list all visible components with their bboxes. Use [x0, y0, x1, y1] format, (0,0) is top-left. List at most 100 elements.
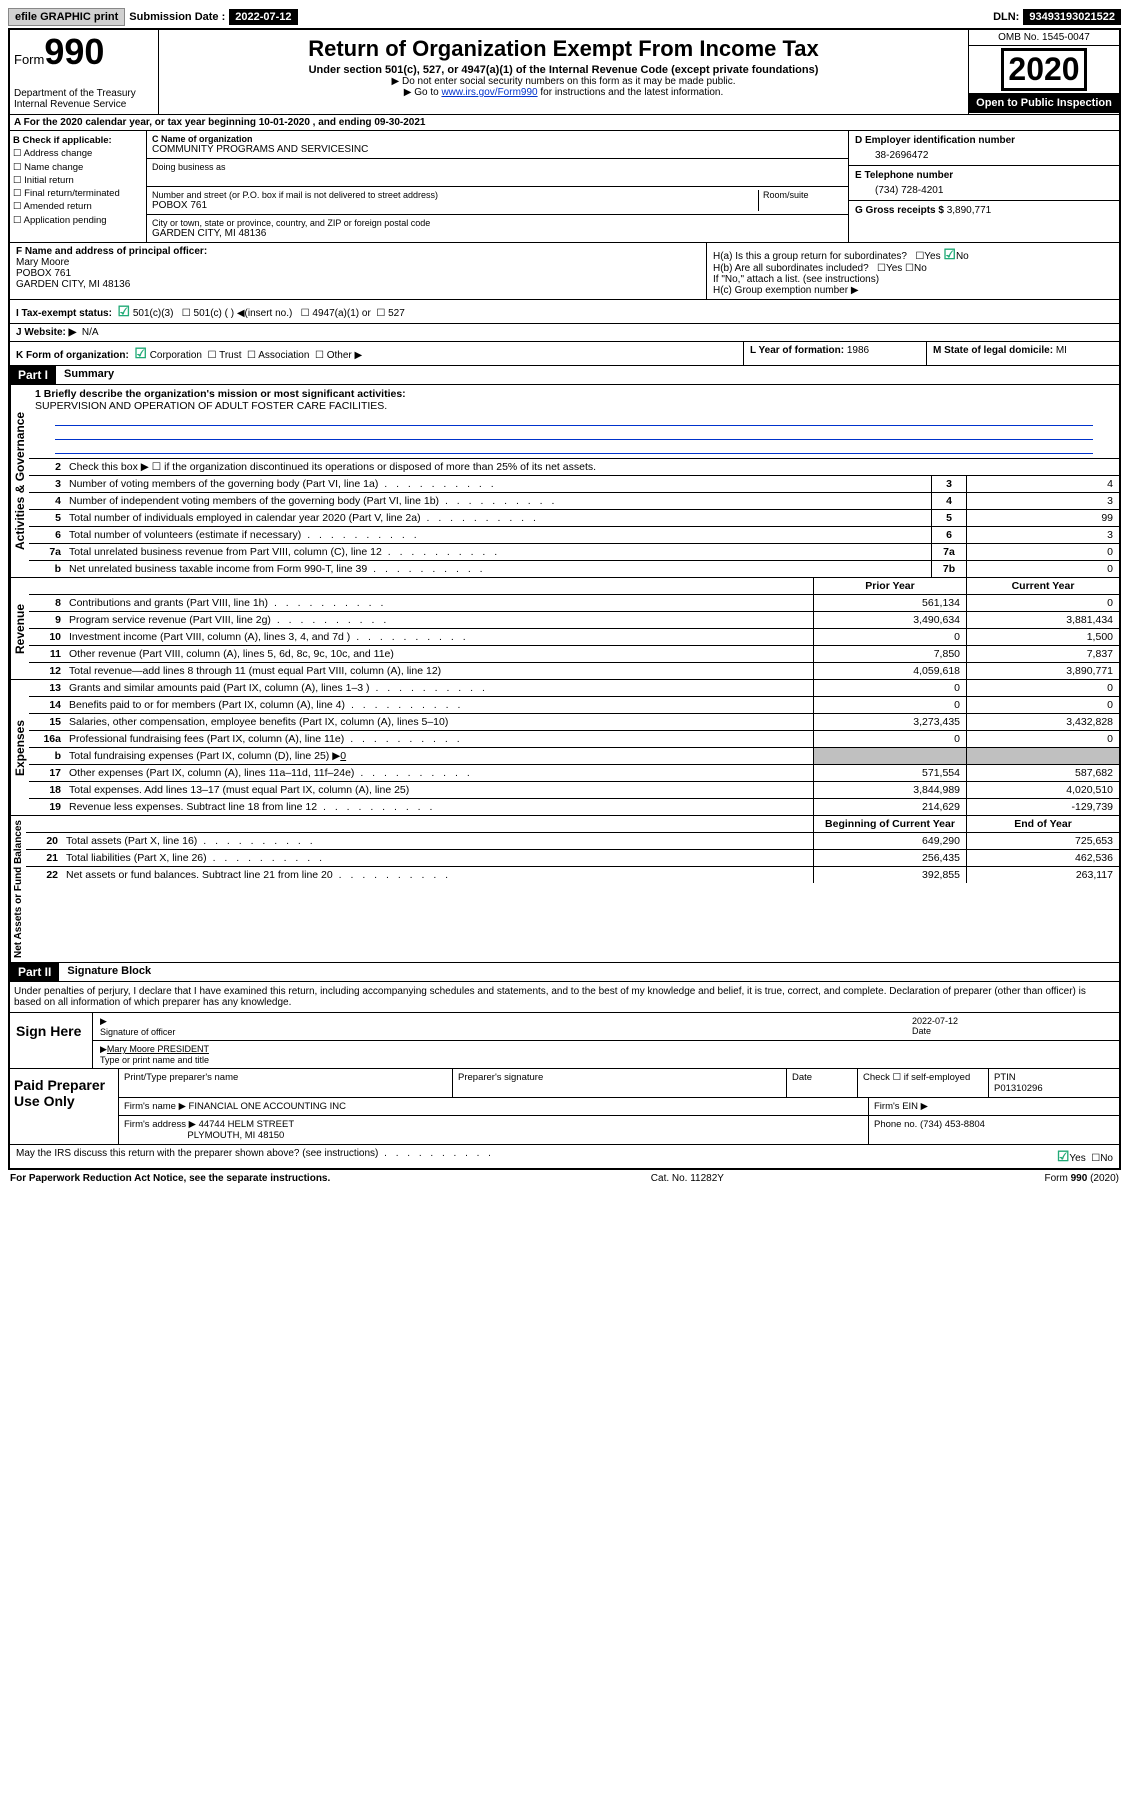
p13: 0	[813, 680, 966, 696]
val4: 3	[966, 493, 1119, 509]
firm-ein: Firm's EIN ▶	[869, 1098, 1119, 1115]
paid-preparer-label: Paid Preparer Use Only	[10, 1069, 119, 1144]
c22: 263,117	[966, 867, 1119, 883]
p8: 561,134	[813, 595, 966, 611]
val3: 4	[966, 476, 1119, 492]
c8: 0	[966, 595, 1119, 611]
year-formation: L Year of formation: 1986	[743, 342, 926, 365]
p10: 0	[813, 629, 966, 645]
footer: For Paperwork Reduction Act Notice, see …	[8, 1170, 1121, 1187]
dept-treasury: Department of the Treasury	[14, 88, 154, 99]
h-note: If "No," attach a list. (see instruction…	[713, 274, 1113, 285]
dept-irs: Internal Revenue Service	[14, 99, 154, 110]
chk-name[interactable]: Name change	[13, 161, 143, 174]
org-form-row: K Form of organization: ☑ Corporation ☐ …	[10, 342, 743, 365]
sig-date-label: Date	[912, 1026, 931, 1036]
firm-address: Firm's address ▶ 44744 HELM STREET PLYMO…	[119, 1116, 869, 1144]
line20: Total assets (Part X, line 16)	[62, 833, 813, 849]
head-beg: Beginning of Current Year	[813, 816, 966, 832]
line8: Contributions and grants (Part VIII, lin…	[65, 595, 813, 611]
c15: 3,432,828	[966, 714, 1119, 730]
c19: -129,739	[966, 799, 1119, 815]
h-c: H(c) Group exemption number ▶	[713, 285, 1113, 296]
line11: Other revenue (Part VIII, column (A), li…	[65, 646, 813, 662]
c20: 725,653	[966, 833, 1119, 849]
line16b: Total fundraising expenses (Part IX, col…	[65, 748, 813, 764]
p21: 256,435	[813, 850, 966, 866]
line10: Investment income (Part VIII, column (A)…	[65, 629, 813, 645]
city-label: City or town, state or province, country…	[152, 218, 843, 228]
line15: Salaries, other compensation, employee b…	[65, 714, 813, 730]
p17: 571,554	[813, 765, 966, 781]
line6: Total number of volunteers (estimate if …	[65, 527, 931, 543]
form-header: Form990 Department of the Treasury Inter…	[10, 30, 1119, 115]
p18: 3,844,989	[813, 782, 966, 798]
c16a: 0	[966, 731, 1119, 747]
form-word: Form	[14, 52, 44, 67]
chk-pending[interactable]: Application pending	[13, 214, 143, 227]
officer-addr1: POBOX 761	[16, 268, 700, 279]
omb-number: OMB No. 1545-0047	[969, 30, 1119, 46]
line1-label: 1 Briefly describe the organization's mi…	[35, 388, 1113, 400]
ein-label: D Employer identification number	[855, 135, 1113, 146]
sign-here: Sign Here	[10, 1013, 93, 1068]
room-label: Room/suite	[758, 190, 843, 211]
p15: 3,273,435	[813, 714, 966, 730]
dln-label: DLN:	[993, 11, 1019, 23]
p14: 0	[813, 697, 966, 713]
line17: Other expenses (Part IX, column (A), lin…	[65, 765, 813, 781]
line13: Grants and similar amounts paid (Part IX…	[65, 680, 813, 696]
efile-button[interactable]: efile GRAPHIC print	[8, 8, 125, 26]
col-b-title: B Check if applicable:	[13, 134, 143, 147]
prep-check-label: Check ☐ if self-employed	[858, 1069, 989, 1097]
line21: Total liabilities (Part X, line 26)	[62, 850, 813, 866]
header-sub3: ▶ Go to www.irs.gov/Form990 for instruct…	[163, 87, 964, 98]
head-curr: Current Year	[966, 578, 1119, 594]
prep-print-label: Print/Type preparer's name	[119, 1069, 453, 1097]
c13: 0	[966, 680, 1119, 696]
c21: 462,536	[966, 850, 1119, 866]
form-number: 990	[44, 31, 104, 72]
line18: Total expenses. Add lines 13–17 (must eq…	[65, 782, 813, 798]
p22: 392,855	[813, 867, 966, 883]
chk-final[interactable]: Final return/terminated	[13, 187, 143, 200]
part1-title: Summary	[56, 366, 122, 384]
paperwork-notice: For Paperwork Reduction Act Notice, see …	[10, 1173, 330, 1184]
p11: 7,850	[813, 646, 966, 662]
line12: Total revenue—add lines 8 through 11 (mu…	[65, 663, 813, 679]
header-sub2: ▶ Do not enter social security numbers o…	[163, 76, 964, 87]
c9: 3,881,434	[966, 612, 1119, 628]
submission-date: 2022-07-12	[229, 9, 297, 25]
p16a: 0	[813, 731, 966, 747]
val6: 3	[966, 527, 1119, 543]
header-sub1: Under section 501(c), 527, or 4947(a)(1)…	[163, 64, 964, 76]
section-netassets: Net Assets or Fund Balances	[10, 816, 26, 962]
irs-link[interactable]: www.irs.gov/Form990	[441, 87, 537, 98]
val5: 99	[966, 510, 1119, 526]
perjury-text: Under penalties of perjury, I declare th…	[10, 982, 1119, 1013]
name-label: C Name of organization	[152, 134, 843, 144]
p19: 214,629	[813, 799, 966, 815]
head-prior: Prior Year	[813, 578, 966, 594]
firm-name: Firm's name ▶ FINANCIAL ONE ACCOUNTING I…	[119, 1098, 869, 1115]
sig-officer-label: Signature of officer	[100, 1027, 175, 1037]
chk-amended[interactable]: Amended return	[13, 200, 143, 213]
chk-address[interactable]: Address change	[13, 147, 143, 160]
gross-label: G Gross receipts $	[855, 205, 944, 216]
line22: Net assets or fund balances. Subtract li…	[62, 867, 813, 883]
dln-value: 93493193021522	[1023, 9, 1121, 25]
prep-ptin: PTINP01310296	[989, 1069, 1119, 1097]
prep-date-label: Date	[787, 1069, 858, 1097]
chk-initial[interactable]: Initial return	[13, 174, 143, 187]
p20: 649,290	[813, 833, 966, 849]
discuss-answer: ☑Yes ☐No	[1051, 1145, 1119, 1168]
prep-sig-label: Preparer's signature	[453, 1069, 787, 1097]
line-a: A For the 2020 calendar year, or tax yea…	[10, 115, 1119, 131]
section-governance: Activities & Governance	[10, 385, 29, 577]
org-name: COMMUNITY PROGRAMS AND SERVICESINC	[152, 144, 843, 155]
website-row: J Website: ▶ N/A	[10, 324, 105, 341]
line7b: Net unrelated business taxable income fr…	[65, 561, 931, 577]
head-end: End of Year	[966, 816, 1119, 832]
officer-name-title: Mary Moore PRESIDENT	[107, 1044, 209, 1054]
officer-addr2: GARDEN CITY, MI 48136	[16, 279, 700, 290]
